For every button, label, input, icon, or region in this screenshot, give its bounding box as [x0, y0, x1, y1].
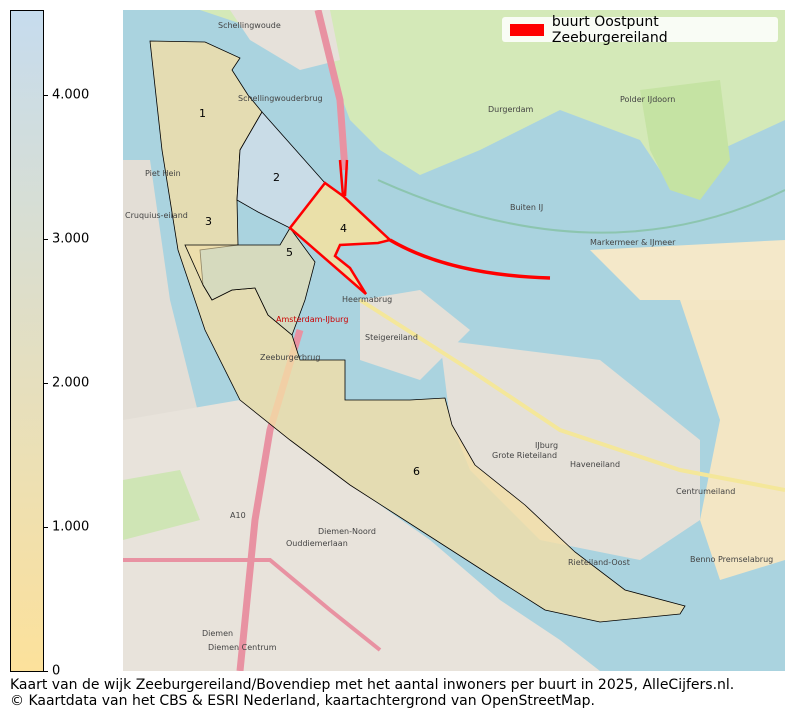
place-label: Centrumeiland: [676, 487, 735, 496]
region-4-oostpunt[interactable]: [288, 181, 393, 295]
region-4-outline: [338, 159, 349, 197]
place-label: Markermeer & IJmeer: [590, 238, 676, 247]
place-label: Schellingwoude: [218, 21, 281, 30]
place-label: Rieteiland-Oost: [568, 558, 630, 567]
colorbar-tick-label: 1.000: [52, 519, 90, 535]
colorbar-tick: [43, 239, 48, 240]
region-label: 2: [273, 171, 280, 184]
place-label: Polder IJdoorn: [620, 95, 675, 104]
place-label: Ouddiemerlaan: [286, 539, 348, 548]
strandeiland: [680, 300, 785, 580]
markermeer-boundary: [377, 179, 785, 234]
colorbar: [10, 10, 44, 672]
region-4-outline-curve: [389, 238, 551, 280]
colorbar-tick-label: 4.000: [52, 87, 90, 103]
colorbar-tick: [43, 527, 48, 528]
place-label: Durgerdam: [488, 105, 534, 114]
legend-swatch: [510, 23, 544, 36]
polder-ijdoorn: [640, 80, 730, 200]
place-label: Haveneiland: [570, 460, 620, 469]
colorbar-tick-label: 0: [52, 663, 61, 679]
a10-road-north: [314, 10, 349, 171]
place-label: Buiten IJ: [510, 203, 543, 212]
caption-line-2: © Kaartdata van het CBS & ESRI Nederland…: [10, 693, 595, 709]
place-label: Amsterdam-IJburg: [276, 315, 348, 324]
urban-schellingwoude: [230, 10, 340, 70]
land-south: [123, 400, 600, 671]
colorbar-tick: [43, 383, 48, 384]
place-label: A10: [230, 511, 246, 520]
place-label: Schellingwouderbrug: [238, 94, 323, 103]
place-label: Zeeburgerbrug: [260, 353, 320, 362]
region-label: 4: [340, 222, 347, 235]
ijburglaan: [358, 298, 785, 492]
place-label: Diemen Centrum: [208, 643, 277, 652]
region-label: 6: [413, 465, 420, 478]
region-5[interactable]: [184, 227, 316, 336]
colorbar-tick: [43, 671, 48, 672]
land-west: [123, 160, 200, 430]
park: [123, 470, 200, 540]
place-label: Grote Rieteiland: [492, 451, 557, 460]
place-label: Cruquius-eiland: [125, 211, 188, 220]
legend-label: buurt Oostpunt Zeeburgereiland: [551, 13, 668, 46]
colorbar-tick-label: 2.000: [52, 375, 90, 391]
region-label: 5: [286, 246, 293, 259]
place-label: Diemen: [202, 629, 233, 638]
place-label: Diemen-Noord: [318, 527, 376, 536]
place-label: IJburg: [535, 441, 558, 450]
place-label: Steigereiland: [365, 333, 418, 342]
road: [123, 558, 382, 652]
land-north: [123, 10, 785, 190]
legend: buurt Oostpunt Zeeburgereiland: [502, 14, 778, 46]
region-label: 3: [205, 215, 212, 228]
region-label: 1: [199, 107, 206, 120]
place-label: Heermabrug: [342, 295, 392, 304]
colorbar-tick: [43, 95, 48, 96]
caption-line-1: Kaart van de wijk Zeeburgereiland/Bovend…: [10, 677, 735, 693]
colorbar-tick-label: 3.000: [52, 231, 90, 247]
buiteneiland: [590, 240, 785, 300]
place-label: Piet Hein: [145, 169, 181, 178]
place-label: Benno Premselabrug: [690, 555, 773, 564]
map[interactable]: 1 2 3 4 5 6 Schellingwoude Schellingwoud…: [123, 10, 785, 671]
